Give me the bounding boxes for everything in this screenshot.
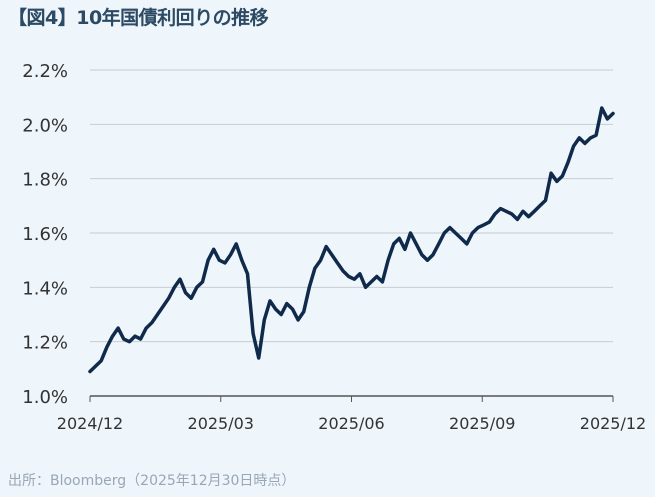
x-axis: 2024/12 2025/03 2025/06 2025/09 2025/12 bbox=[57, 396, 646, 433]
plot-area bbox=[88, 106, 615, 374]
y-tick-label: 1.6% bbox=[22, 224, 68, 245]
y-axis: 1.0% 1.2% 1.4% 1.6% 1.8% 2.0% 2.2% bbox=[22, 61, 68, 408]
x-tick-label: 2024/12 bbox=[57, 414, 123, 433]
x-tick-label: 2025/03 bbox=[188, 414, 254, 433]
x-tick-label: 2025/06 bbox=[318, 414, 384, 433]
y-tick-label: 1.8% bbox=[22, 170, 68, 191]
source-note: 出所：Bloomberg（2025年12月30日時点） bbox=[8, 473, 296, 489]
chart-title: 【図4】10年国債利回りの推移 bbox=[8, 7, 269, 29]
y-tick-label: 1.4% bbox=[22, 278, 68, 299]
series-line bbox=[88, 106, 615, 374]
y-tick-label: 2.2% bbox=[22, 61, 68, 82]
x-tick-label: 2025/09 bbox=[449, 414, 515, 433]
y-tick-label: 1.2% bbox=[22, 333, 68, 354]
y-tick-label: 2.0% bbox=[22, 115, 68, 136]
y-tick-label: 1.0% bbox=[22, 387, 68, 408]
x-tick-label: 2025/12 bbox=[580, 414, 646, 433]
grid-lines bbox=[90, 69, 613, 397]
